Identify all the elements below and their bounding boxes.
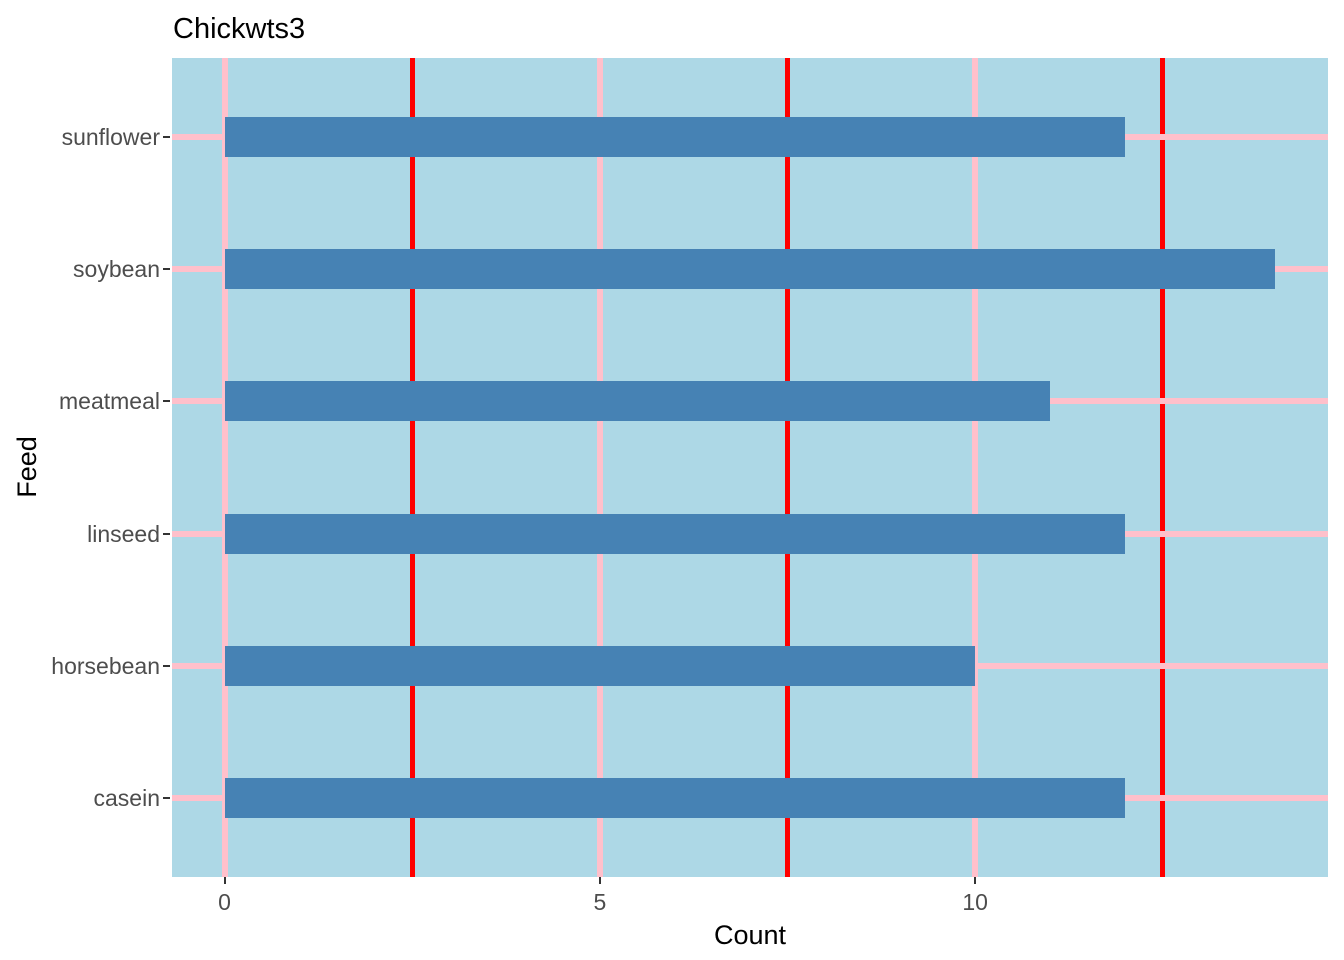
bar-soybean bbox=[224, 249, 1276, 290]
x-minor-gridline bbox=[1160, 58, 1166, 877]
x-major-gridline bbox=[221, 58, 228, 877]
bar-casein bbox=[224, 777, 1126, 818]
x-axis-title: Count bbox=[713, 920, 787, 950]
y-tick-mark bbox=[163, 268, 170, 271]
y-tick-mark bbox=[163, 400, 170, 403]
x-major-gridline bbox=[596, 58, 603, 877]
y-tick-label-horsebean: horsebean bbox=[51, 652, 160, 679]
x-tick-label: 5 bbox=[593, 889, 607, 915]
y-tick-mark bbox=[163, 664, 170, 667]
y-tick-mark bbox=[163, 136, 170, 139]
x-tick-mark bbox=[598, 877, 601, 884]
y-tick-label-meatmeal: meatmeal bbox=[59, 388, 160, 415]
x-tick-mark bbox=[223, 877, 226, 884]
y-tick-mark bbox=[163, 532, 170, 535]
y-axis-title: Feed bbox=[12, 436, 42, 498]
y-tick-label-sunflower: sunflower bbox=[61, 124, 160, 151]
y-tick-label-soybean: soybean bbox=[73, 256, 160, 283]
x-minor-gridline bbox=[409, 58, 415, 877]
bar-horsebean bbox=[224, 645, 976, 686]
plot-panel bbox=[172, 58, 1328, 877]
bar-linseed bbox=[224, 513, 1126, 554]
x-minor-gridline bbox=[785, 58, 791, 877]
y-tick-label-casein: casein bbox=[93, 784, 160, 811]
x-tick-label: 10 bbox=[962, 889, 988, 915]
y-tick-mark bbox=[163, 796, 170, 799]
x-tick-label: 0 bbox=[218, 889, 231, 915]
bar-sunflower bbox=[224, 117, 1126, 158]
x-major-gridline bbox=[972, 58, 979, 877]
bar-meatmeal bbox=[224, 381, 1051, 422]
x-tick-mark bbox=[974, 877, 977, 884]
y-tick-label-linseed: linseed bbox=[87, 520, 160, 547]
plot-title: Chickwts3 bbox=[173, 13, 306, 45]
